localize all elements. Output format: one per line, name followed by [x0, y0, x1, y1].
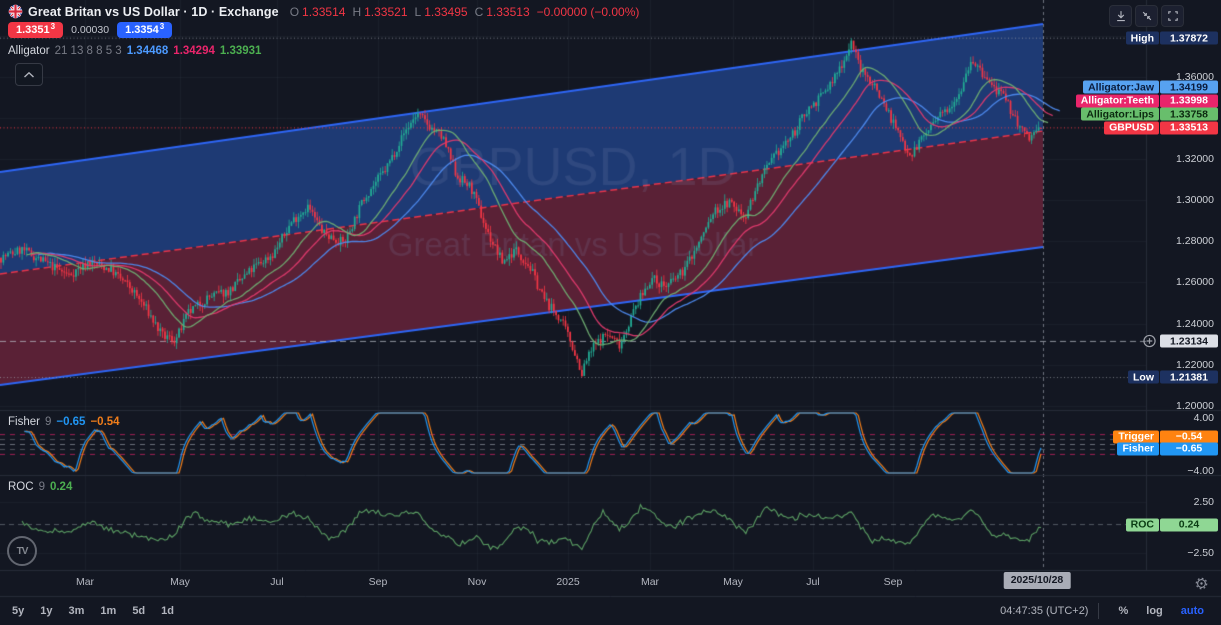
fullscreen-button[interactable]	[1161, 5, 1184, 27]
percent-scale-button[interactable]: %	[1109, 605, 1137, 617]
download-button[interactable]	[1109, 5, 1132, 27]
gear-icon	[1195, 577, 1208, 590]
symbol-title[interactable]: Great Britan vs US Dollar · 1D · Exchang…	[28, 4, 279, 19]
roc-name: ROC	[8, 481, 34, 493]
log-scale-button[interactable]: log	[1137, 605, 1172, 617]
tradingview-logo[interactable]: TV	[7, 536, 37, 566]
collapse-legend-button[interactable]	[15, 63, 43, 86]
chevron-up-icon	[24, 71, 34, 78]
range-button-1m[interactable]: 1m	[92, 605, 124, 617]
fisher-name: Fisher	[8, 416, 40, 428]
clock-label[interactable]: 04:47:35 (UTC+2)	[1000, 605, 1089, 617]
alligator-legend[interactable]: Alligator 21 13 8 8 5 3 1.34468 1.34294 …	[8, 45, 261, 57]
alligator-jaw-value: 1.34468	[126, 45, 169, 57]
range-button-1y[interactable]: 1y	[32, 605, 60, 617]
alligator-params: 21 13 8 8 5 3	[54, 45, 122, 57]
buy-button[interactable]: 1.3354 3	[117, 22, 173, 38]
collapse-button[interactable]	[1135, 5, 1158, 27]
range-button-3m[interactable]: 3m	[61, 605, 93, 617]
alligator-teeth-value: 1.34294	[173, 45, 215, 57]
range-button-5y[interactable]: 5y	[4, 605, 32, 617]
download-icon	[1116, 11, 1125, 22]
roc-param: 9	[38, 481, 45, 493]
fisher-value: −0.65	[56, 416, 86, 428]
trigger-value: −0.54	[90, 416, 120, 428]
timezone-settings-button[interactable]	[1194, 576, 1209, 596]
alligator-lips-value: 1.33931	[219, 45, 262, 57]
alligator-name: Alligator	[8, 45, 50, 57]
sell-button[interactable]: 1.3351 3	[8, 22, 64, 38]
auto-scale-button[interactable]: auto	[1172, 605, 1213, 617]
fisher-param: 9	[44, 416, 52, 428]
roc-value: 0.24	[49, 481, 73, 493]
bottom-toolbar: 5y 1y 3m 1m 5d 1d 04:47:35 (UTC+2) % log auto	[0, 597, 1221, 625]
range-button-1d[interactable]: 1d	[153, 605, 182, 617]
fisher-legend[interactable]: Fisher 9 −0.65 −0.54	[8, 416, 120, 428]
fullscreen-icon	[1167, 11, 1178, 21]
collapse-icon	[1142, 11, 1151, 21]
range-button-5d[interactable]: 5d	[124, 605, 153, 617]
roc-legend[interactable]: ROC 9 0.24	[8, 481, 72, 493]
plus-circle-icon[interactable]	[1143, 335, 1156, 348]
